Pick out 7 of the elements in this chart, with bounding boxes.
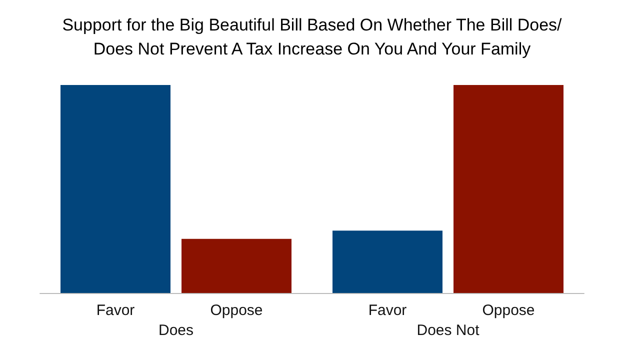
x-tick-label: Does [158, 322, 194, 339]
chart-title: Support for the Big Beautiful Bill Based On Whether The Bill Does/ Does Not Prevent A Tax Increase On You And Your Family [62, 16, 562, 58]
text: Favor [368, 302, 407, 319]
series-label: Oppose [210, 302, 263, 319]
text: Oppose [482, 302, 535, 319]
series-label: Favor [96, 302, 135, 319]
x-tick-label: Does Not [416, 322, 480, 339]
